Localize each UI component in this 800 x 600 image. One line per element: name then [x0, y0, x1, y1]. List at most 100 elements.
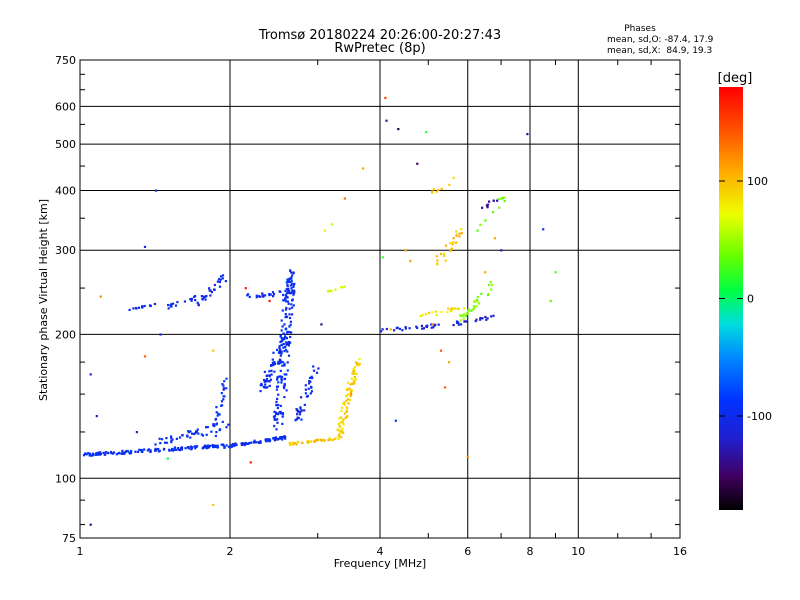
x-tick-label: 10 — [571, 545, 585, 558]
data-point — [435, 313, 438, 316]
data-point — [245, 442, 248, 445]
data-point — [261, 292, 264, 295]
data-point — [266, 386, 269, 389]
data-point — [437, 323, 440, 326]
data-point — [352, 370, 355, 373]
data-point — [270, 373, 273, 376]
data-point — [349, 383, 352, 386]
data-point — [279, 340, 282, 344]
data-point — [285, 281, 288, 284]
y-tick-label: 75 — [62, 532, 76, 545]
data-point — [275, 400, 278, 403]
data-point — [385, 119, 388, 122]
data-point — [283, 373, 286, 376]
data-point — [290, 292, 293, 295]
data-point — [466, 455, 469, 458]
data-point — [276, 348, 279, 351]
x-tick-label: 6 — [464, 545, 471, 558]
data-point — [85, 453, 88, 456]
data-point — [174, 448, 178, 451]
data-point — [307, 387, 310, 390]
data-point — [279, 404, 282, 407]
data-point — [491, 211, 495, 214]
data-point — [286, 341, 289, 344]
colorbar-ticks: -100 0 100 — [719, 175, 772, 423]
data-point — [380, 330, 383, 333]
data-point — [457, 323, 460, 326]
data-point — [336, 428, 339, 431]
data-point — [159, 442, 162, 445]
data-point — [285, 373, 288, 376]
data-point — [487, 293, 490, 297]
data-point — [301, 441, 304, 445]
x-tick-label: 8 — [527, 545, 534, 558]
data-point — [120, 452, 123, 455]
data-point — [194, 447, 197, 450]
data-point — [287, 302, 290, 305]
data-point — [287, 291, 290, 294]
data-point — [323, 439, 326, 442]
data-point — [229, 446, 232, 449]
data-points — [82, 96, 557, 526]
data-point — [300, 418, 303, 421]
data-point — [249, 441, 252, 444]
data-point — [460, 323, 463, 326]
data-point — [330, 223, 333, 226]
data-point — [291, 289, 294, 292]
data-point — [233, 444, 236, 447]
data-point — [492, 314, 495, 317]
data-point — [183, 300, 186, 303]
data-point — [362, 167, 365, 170]
data-point — [339, 430, 342, 433]
data-point — [486, 206, 489, 209]
data-point — [286, 369, 289, 372]
data-point — [286, 330, 289, 333]
data-point — [222, 388, 225, 391]
data-point — [128, 451, 131, 454]
data-point — [463, 307, 466, 310]
data-point — [291, 313, 294, 316]
data-point — [191, 432, 194, 435]
data-point — [260, 382, 263, 385]
data-point — [317, 367, 320, 370]
data-point — [281, 438, 284, 441]
data-point — [439, 252, 443, 255]
data-point — [244, 287, 247, 290]
data-point — [259, 295, 262, 298]
data-point — [297, 441, 300, 444]
data-point — [348, 398, 352, 402]
data-point — [458, 232, 461, 235]
data-point — [217, 278, 221, 281]
data-point — [189, 430, 192, 433]
colorbar-tick-label: 100 — [747, 175, 768, 188]
data-point — [288, 313, 291, 316]
data-point — [230, 443, 233, 447]
data-point — [451, 243, 454, 246]
data-point — [283, 323, 286, 326]
data-point — [278, 346, 281, 349]
data-point — [281, 360, 284, 364]
x-axis-label: Frequency [MHz] — [334, 557, 426, 570]
data-point — [225, 377, 228, 380]
data-point — [220, 392, 223, 395]
data-point — [180, 446, 184, 449]
data-point — [355, 372, 358, 376]
data-point — [84, 452, 87, 455]
data-point — [291, 282, 294, 285]
data-point — [89, 373, 92, 376]
data-point — [315, 439, 318, 442]
data-point — [310, 375, 313, 378]
data-point — [439, 349, 443, 352]
data-point — [459, 314, 462, 317]
data-point — [285, 343, 288, 346]
data-point — [355, 361, 358, 364]
data-point — [293, 442, 296, 445]
data-point — [174, 304, 178, 307]
data-point — [291, 442, 294, 446]
data-point — [149, 304, 152, 308]
data-point — [398, 327, 401, 330]
data-point — [275, 403, 278, 406]
x-axis-ticks: 1 2 4 6 8 10 16 — [77, 60, 687, 558]
data-point — [289, 281, 292, 284]
data-point — [304, 384, 307, 387]
